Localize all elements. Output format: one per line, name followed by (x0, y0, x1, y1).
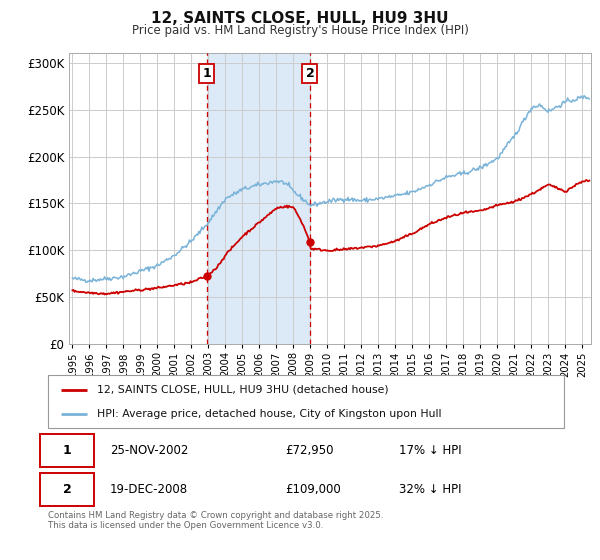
Text: Contains HM Land Registry data © Crown copyright and database right 2025.
This d: Contains HM Land Registry data © Crown c… (48, 511, 383, 530)
Text: Price paid vs. HM Land Registry's House Price Index (HPI): Price paid vs. HM Land Registry's House … (131, 24, 469, 36)
Text: 17% ↓ HPI: 17% ↓ HPI (399, 444, 461, 457)
Bar (207, 53, 310, 344)
Text: 1: 1 (202, 67, 211, 81)
Text: £72,950: £72,950 (286, 444, 334, 457)
Text: 1: 1 (63, 444, 71, 457)
Text: HPI: Average price, detached house, City of Kingston upon Hull: HPI: Average price, detached house, City… (97, 409, 442, 419)
FancyBboxPatch shape (40, 434, 94, 466)
Text: 12, SAINTS CLOSE, HULL, HU9 3HU: 12, SAINTS CLOSE, HULL, HU9 3HU (151, 11, 449, 26)
FancyBboxPatch shape (48, 375, 564, 428)
Text: 12, SAINTS CLOSE, HULL, HU9 3HU (detached house): 12, SAINTS CLOSE, HULL, HU9 3HU (detache… (97, 385, 389, 395)
Text: £109,000: £109,000 (286, 483, 341, 496)
Text: 19-DEC-2008: 19-DEC-2008 (110, 483, 188, 496)
Text: 32% ↓ HPI: 32% ↓ HPI (399, 483, 461, 496)
Text: 2: 2 (305, 67, 314, 81)
Text: 25-NOV-2002: 25-NOV-2002 (110, 444, 188, 457)
FancyBboxPatch shape (40, 473, 94, 506)
Text: 2: 2 (63, 483, 71, 496)
